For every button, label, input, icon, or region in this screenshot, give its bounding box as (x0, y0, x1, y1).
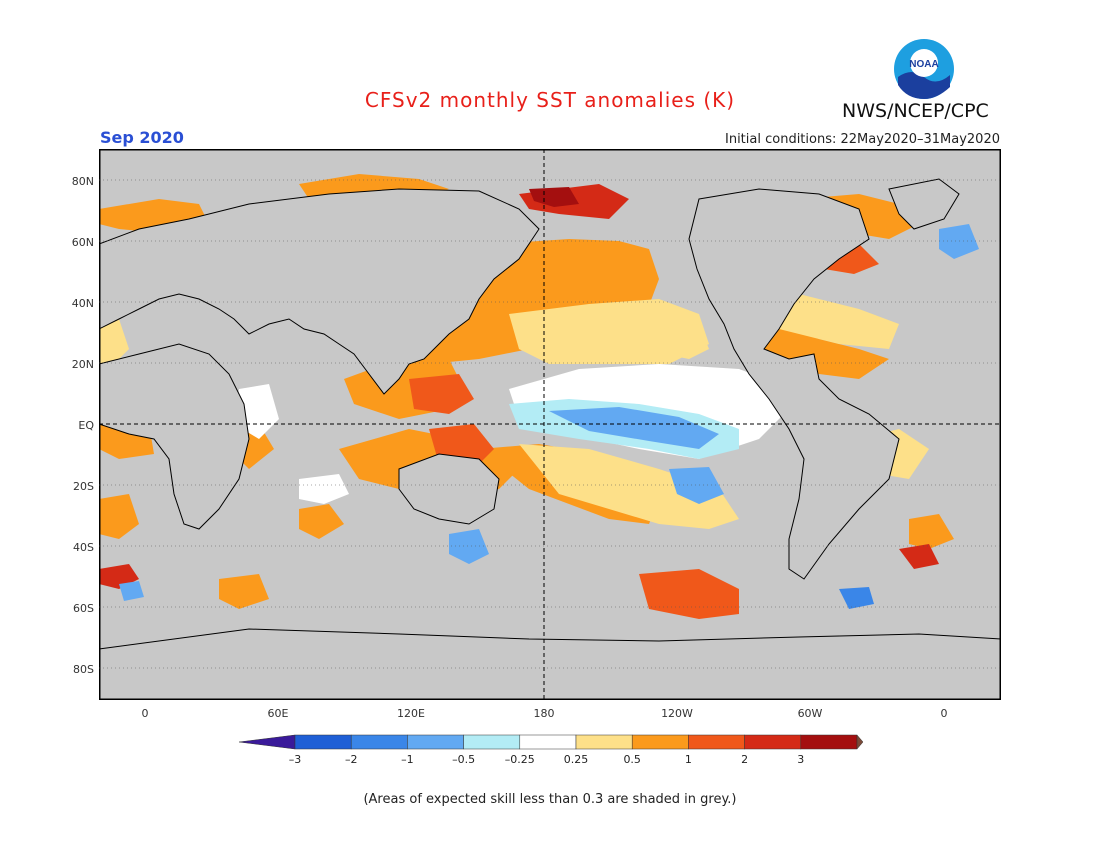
lon-label: 180 (533, 707, 555, 720)
colorbar-segment (688, 734, 745, 750)
noaa-logo: NOAA (892, 37, 956, 101)
colorbar-tick-label: 2 (741, 753, 748, 766)
chart-title: CFSv2 monthly SST anomalies (K) (364, 88, 736, 112)
colorbar-tick-label: –2 (345, 753, 358, 766)
continents (99, 178, 1001, 700)
colorbar-tick-label: 3 (797, 753, 804, 766)
lat-label: 20S (73, 480, 94, 493)
colorbar-tick-label: –0.5 (452, 753, 475, 766)
lat-label: 60N (71, 236, 94, 249)
colorbar-segment (294, 734, 352, 750)
lon-label: 60W (797, 707, 823, 720)
footnote: (Areas of expected skill less than 0.3 a… (363, 792, 737, 807)
colorbar-segment (744, 734, 802, 750)
colorbar-tick-label: –1 (401, 753, 414, 766)
lat-label: 80N (71, 175, 94, 188)
colorbar-segment (631, 734, 689, 750)
colorbar-tick-label: –0.25 (505, 753, 535, 766)
colorbar-tick-label: 1 (685, 753, 692, 766)
colorbar-segment (519, 734, 577, 750)
initial-conditions: Initial conditions: 22May2020–31May2020 (725, 132, 1000, 147)
lon-label: 120W (661, 707, 693, 720)
lat-label: 20N (71, 358, 94, 371)
colorbar-tick-label: 0.25 (564, 753, 589, 766)
lat-label: 60S (73, 602, 94, 615)
sst-anomaly-map (99, 149, 1001, 700)
lon-label: 0 (940, 707, 948, 720)
colorbar: –3 –2 –1 –0.5 –0.25 0.25 0.5 1 2 3 (239, 734, 863, 766)
lon-label: 0 (141, 707, 149, 720)
colorbar-segment (463, 734, 521, 750)
colorbar-arrow-low (239, 734, 296, 750)
colorbar-segment (800, 734, 858, 750)
lat-label: 40N (71, 297, 94, 310)
colorbar-tick-label: –3 (289, 753, 302, 766)
lat-label: EQ (78, 419, 94, 432)
colorbar-segment (407, 734, 464, 750)
lon-label: 120E (397, 707, 425, 720)
agency-label: NWS/NCEP/CPC (842, 100, 989, 122)
lat-label: 80S (73, 663, 94, 676)
colorbar-arrow-high (856, 734, 863, 750)
lon-label: 60E (267, 707, 289, 720)
forecast-month: Sep 2020 (100, 128, 184, 147)
noaa-logo-text: NOAA (909, 59, 938, 70)
colorbar-tick-label: 0.5 (623, 753, 641, 766)
colorbar-segment (575, 734, 633, 750)
colorbar-segment (350, 734, 408, 750)
lat-label: 40S (73, 541, 94, 554)
